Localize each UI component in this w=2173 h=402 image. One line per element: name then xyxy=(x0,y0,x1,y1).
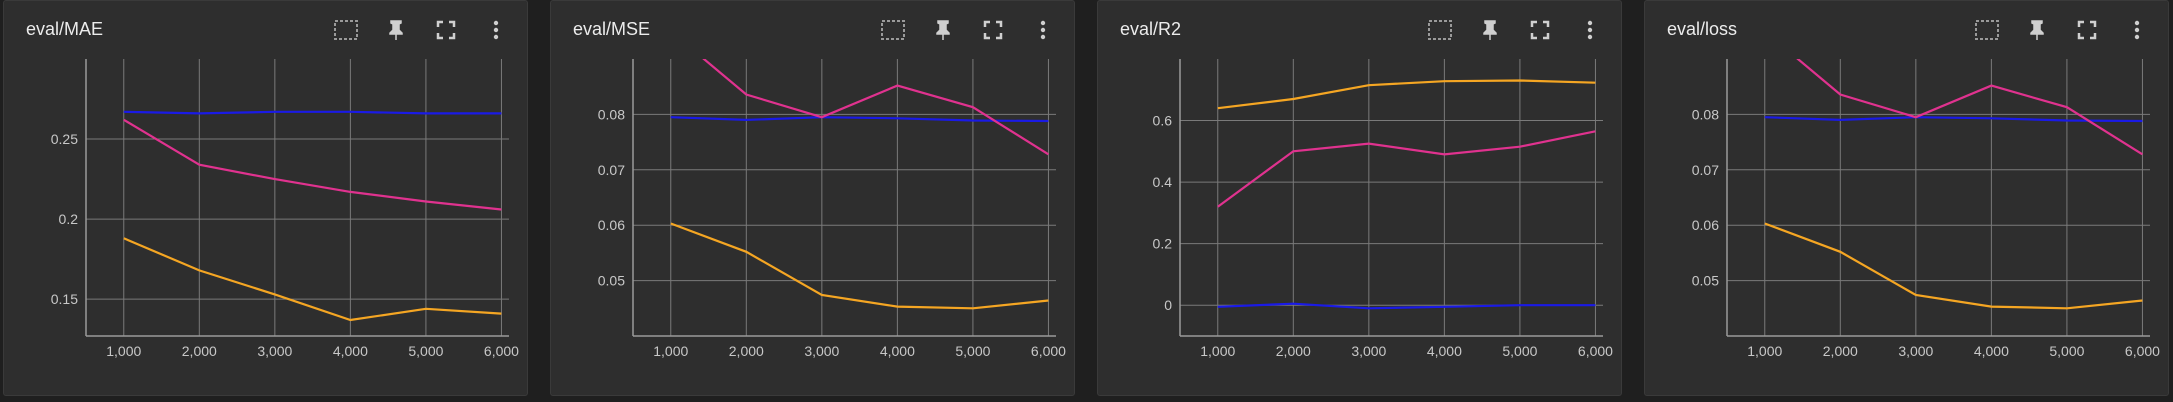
x-tick-label: 2,000 xyxy=(729,343,764,359)
more-options-button[interactable] xyxy=(479,15,513,45)
x-tick-label: 1,000 xyxy=(106,343,141,359)
y-tick-label: 0.07 xyxy=(1692,162,1719,178)
select-icon xyxy=(881,20,905,40)
chart-card-mae: eval/MAE 1,000 2,000 3,000 4,000 5,000 6,000 0… xyxy=(3,0,528,396)
select-region-button[interactable] xyxy=(1970,15,2004,45)
pin-button[interactable] xyxy=(2020,15,2054,45)
panel-toolbar xyxy=(1970,15,2154,45)
x-tick-label: 6,000 xyxy=(1031,343,1066,359)
more-options-button[interactable] xyxy=(1026,15,1060,45)
series-line-orange xyxy=(1764,222,2143,310)
series-line-blue xyxy=(1764,116,2143,123)
chart-card-mse: eval/MSE 1,000 2,000 3,000 4,000 5,000 6,000 0… xyxy=(550,0,1075,396)
panel-toolbar xyxy=(1423,15,1607,45)
more-options-button[interactable] xyxy=(2120,15,2154,45)
chart-card-r2: eval/R2 1,000 2,000 3,000 4,000 5,000 6,000 0 0… xyxy=(1097,0,1622,396)
select-region-button[interactable] xyxy=(1423,15,1457,45)
x-tick-label: 5,000 xyxy=(955,343,990,359)
y-tick-label: 0.07 xyxy=(598,162,625,178)
more-vert-icon xyxy=(1040,20,1046,40)
y-tick-label: 0.2 xyxy=(59,211,79,227)
more-vert-icon xyxy=(2134,20,2140,40)
x-tick-label: 5,000 xyxy=(408,343,443,359)
series-line-pink xyxy=(702,59,1049,156)
select-icon xyxy=(1428,20,1452,40)
x-tick-label: 3,000 xyxy=(1898,343,1933,359)
x-tick-label: 2,000 xyxy=(1823,343,1858,359)
x-tick-label: 3,000 xyxy=(804,343,839,359)
select-region-button[interactable] xyxy=(329,15,363,45)
r2-line-chart: 1,000 2,000 3,000 4,000 5,000 6,000 0 0.2 0.4 0.6 xyxy=(1153,59,1613,359)
mse-line-chart: 1,000 2,000 3,000 4,000 5,000 6,000 0.05 0.06 0.… xyxy=(598,59,1066,359)
chart-card-loss: eval/loss 1,000 2,000 3,000 4,000 5,000 6,000… xyxy=(1644,0,2169,396)
fullscreen-button[interactable] xyxy=(1523,15,1557,45)
series-line-orange xyxy=(123,237,502,322)
y-tick-label: 0.05 xyxy=(598,273,625,289)
x-tick-label: 2,000 xyxy=(182,343,217,359)
fullscreen-icon xyxy=(2077,20,2097,40)
x-tick-label: 1,000 xyxy=(653,343,688,359)
pin-icon xyxy=(2030,20,2044,40)
x-tick-label: 1,000 xyxy=(1200,343,1235,359)
pin-button[interactable] xyxy=(1473,15,1507,45)
x-tick-label: 1,000 xyxy=(1747,343,1782,359)
y-tick-label: 0.05 xyxy=(1692,273,1719,289)
series-line-blue xyxy=(670,116,1049,123)
pin-icon xyxy=(1483,20,1497,40)
x-tick-label: 6,000 xyxy=(484,343,519,359)
fullscreen-button[interactable] xyxy=(2070,15,2104,45)
y-tick-label: 0.15 xyxy=(51,291,78,307)
fullscreen-button[interactable] xyxy=(976,15,1010,45)
more-vert-icon xyxy=(493,20,499,40)
x-tick-label: 3,000 xyxy=(257,343,292,359)
series-line-orange xyxy=(670,222,1049,310)
fullscreen-icon xyxy=(983,20,1003,40)
pin-icon xyxy=(936,20,950,40)
y-tick-label: 0 xyxy=(1164,297,1172,313)
series-line-pink xyxy=(1217,130,1596,208)
pin-button[interactable] xyxy=(926,15,960,45)
panel-title: eval/MAE xyxy=(26,19,104,39)
series-line-blue xyxy=(123,110,502,115)
select-icon xyxy=(334,20,358,40)
pin-icon xyxy=(389,20,403,40)
panel-toolbar xyxy=(329,15,513,45)
x-tick-label: 4,000 xyxy=(1974,343,2009,359)
y-tick-label: 0.06 xyxy=(598,217,625,233)
loss-line-chart: 1,000 2,000 3,000 4,000 5,000 6,000 0.05 0.06 0.… xyxy=(1692,59,2160,359)
select-icon xyxy=(1975,20,1999,40)
x-tick-label: 4,000 xyxy=(880,343,915,359)
fullscreen-icon xyxy=(1530,20,1550,40)
x-tick-label: 3,000 xyxy=(1351,343,1386,359)
x-tick-label: 6,000 xyxy=(2125,343,2160,359)
series-line-pink xyxy=(1796,59,2143,156)
series-line-blue xyxy=(1217,302,1596,310)
panel-title: eval/MSE xyxy=(573,19,651,39)
x-tick-label: 4,000 xyxy=(333,343,368,359)
fullscreen-button[interactable] xyxy=(429,15,463,45)
x-tick-label: 4,000 xyxy=(1427,343,1462,359)
mae-line-chart: 1,000 2,000 3,000 4,000 5,000 6,000 0.15 0.2 0.2… xyxy=(51,59,519,359)
panel-title: eval/loss xyxy=(1667,19,1738,39)
pin-button[interactable] xyxy=(379,15,413,45)
panel-title: eval/R2 xyxy=(1120,19,1182,39)
x-tick-label: 6,000 xyxy=(1578,343,1613,359)
series-line-pink xyxy=(123,118,502,211)
more-vert-icon xyxy=(1587,20,1593,40)
y-tick-label: 0.6 xyxy=(1153,113,1173,129)
x-tick-label: 5,000 xyxy=(1502,343,1537,359)
fullscreen-icon xyxy=(436,20,456,40)
y-tick-label: 0.4 xyxy=(1153,174,1173,190)
y-tick-label: 0.06 xyxy=(1692,217,1719,233)
y-tick-label: 0.08 xyxy=(598,106,625,122)
select-region-button[interactable] xyxy=(876,15,910,45)
series-line-orange xyxy=(1217,79,1596,110)
x-tick-label: 5,000 xyxy=(2049,343,2084,359)
more-options-button[interactable] xyxy=(1573,15,1607,45)
x-tick-label: 2,000 xyxy=(1276,343,1311,359)
y-tick-label: 0.2 xyxy=(1153,236,1173,252)
y-tick-label: 0.25 xyxy=(51,131,78,147)
y-tick-label: 0.08 xyxy=(1692,106,1719,122)
panel-toolbar xyxy=(876,15,1060,45)
